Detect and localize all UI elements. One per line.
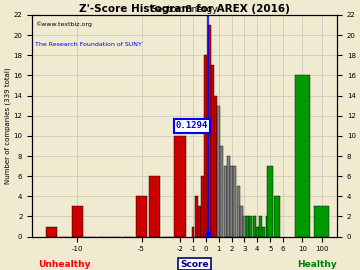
Bar — [72, 206, 83, 237]
Bar — [240, 206, 243, 237]
Bar — [195, 196, 198, 237]
Text: Unhealthy: Unhealthy — [39, 260, 91, 269]
Y-axis label: Number of companies (339 total): Number of companies (339 total) — [4, 68, 11, 184]
Bar — [259, 217, 262, 237]
Bar — [243, 217, 246, 237]
Bar — [249, 217, 252, 237]
Bar — [233, 166, 236, 237]
Bar — [149, 176, 160, 237]
Bar — [208, 25, 211, 237]
Bar — [204, 55, 207, 237]
Bar — [211, 65, 214, 237]
Bar — [266, 217, 269, 237]
Bar — [267, 166, 273, 237]
Bar — [201, 176, 204, 237]
Bar — [230, 166, 233, 237]
Text: 0.1294: 0.1294 — [176, 121, 208, 130]
Bar — [294, 75, 310, 237]
Bar — [217, 106, 220, 237]
Bar — [192, 227, 194, 237]
Text: ©www.textbiz.org: ©www.textbiz.org — [35, 22, 92, 27]
Bar — [246, 217, 249, 237]
Bar — [237, 186, 239, 237]
Text: Sector: Energy: Sector: Energy — [151, 5, 218, 14]
Text: Healthy: Healthy — [297, 260, 337, 269]
Bar — [314, 206, 329, 237]
Bar — [214, 96, 217, 237]
Title: Z'-Score Histogram for AREX (2016): Z'-Score Histogram for AREX (2016) — [79, 4, 290, 14]
Text: The Research Foundation of SUNY: The Research Foundation of SUNY — [35, 42, 142, 46]
Bar — [224, 166, 227, 237]
Bar — [262, 227, 265, 237]
Bar — [220, 146, 224, 237]
Bar — [46, 227, 57, 237]
Bar — [256, 227, 259, 237]
Bar — [136, 196, 147, 237]
Text: Score: Score — [180, 260, 209, 269]
Bar — [253, 217, 256, 237]
Bar — [198, 206, 201, 237]
Bar — [175, 136, 186, 237]
Bar — [274, 196, 279, 237]
Bar — [227, 156, 230, 237]
